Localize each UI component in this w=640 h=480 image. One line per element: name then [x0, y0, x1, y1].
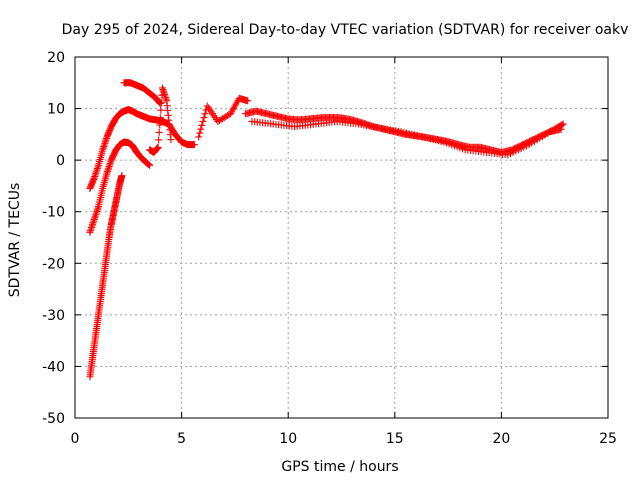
data-point	[157, 106, 165, 114]
data-point	[201, 110, 209, 118]
data-points	[86, 79, 567, 381]
data-point	[156, 114, 164, 122]
data-point	[157, 99, 165, 107]
axes: 0 5 10 15 20 25 -50 -40 -30 -20 -10 0 10 20	[42, 50, 617, 447]
data-point	[156, 99, 164, 107]
y-tick-label: -10	[42, 205, 65, 221]
data-point	[146, 161, 154, 169]
data-point	[190, 141, 198, 149]
series-arc-partial	[146, 84, 175, 156]
data-point	[197, 125, 205, 133]
x-tick-label: 10	[279, 431, 297, 447]
y-tick-label: 0	[56, 153, 65, 169]
data-point	[557, 125, 565, 133]
data-point	[558, 121, 566, 129]
series-arc-high	[120, 79, 164, 107]
data-point	[155, 136, 163, 144]
data-point	[244, 97, 252, 105]
x-axis-label: GPS time / hours	[281, 459, 398, 475]
data-point	[155, 128, 163, 136]
y-tick-label: -40	[42, 359, 65, 375]
x-tick-label: 15	[386, 431, 404, 447]
data-point	[156, 121, 164, 129]
y-tick-label: 10	[47, 102, 65, 118]
data-point	[198, 121, 206, 129]
y-tick-label: -30	[42, 308, 65, 324]
x-tick-label: 5	[177, 431, 186, 447]
x-tick-label: 20	[492, 431, 510, 447]
series-arc-scattered	[195, 94, 252, 141]
data-point	[118, 172, 126, 180]
data-point	[199, 117, 207, 125]
data-point	[200, 114, 208, 122]
series-arc-low	[86, 138, 154, 236]
data-point	[167, 136, 175, 144]
chart-title: Day 295 of 2024, Sidereal Day-to-day VTE…	[62, 22, 629, 38]
series-arc-steep	[86, 172, 126, 381]
data-point	[195, 133, 203, 141]
data-point	[154, 143, 162, 151]
plot-frame	[74, 56, 609, 419]
data-point	[559, 120, 567, 128]
y-axis-label: SDTVAR / TECUs	[7, 183, 23, 298]
y-tick-label: -50	[42, 411, 65, 427]
data-point	[196, 129, 204, 137]
series-arc-lower-band	[248, 117, 565, 159]
y-tick-label: -20	[42, 256, 65, 272]
x-tick-label: 25	[599, 431, 617, 447]
y-tick-label: 20	[47, 50, 65, 66]
x-tick-label: 0	[71, 431, 80, 447]
